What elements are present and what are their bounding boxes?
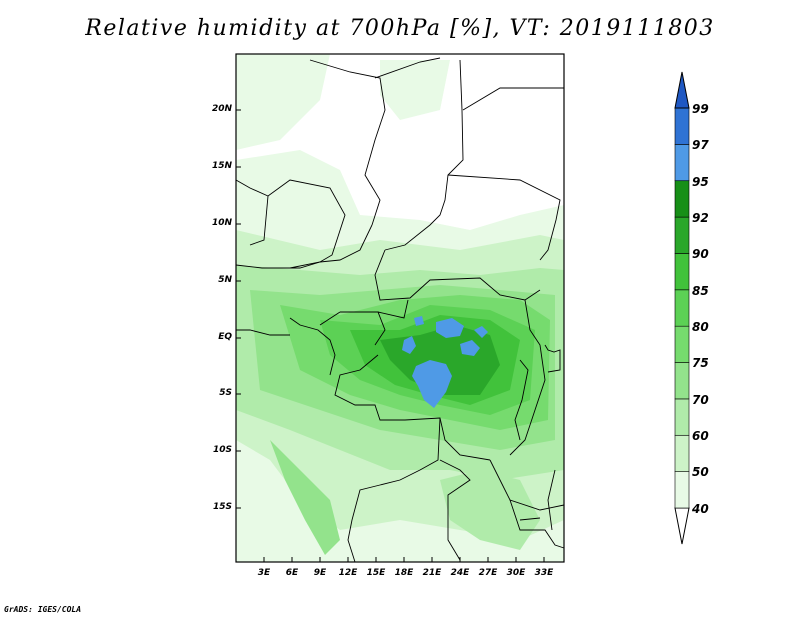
country-boundaries	[235, 57, 565, 563]
lat-label: 5S	[219, 388, 232, 398]
colorbar-segment	[674, 507, 690, 545]
map-frame	[235, 53, 565, 563]
colorbar-label: 95	[692, 175, 709, 189]
lat-label: 10N	[211, 218, 232, 228]
colorbar-label: 50	[692, 465, 709, 479]
lon-label: 9E	[313, 568, 327, 578]
colorbar-segment	[674, 398, 690, 436]
lat-label: EQ	[218, 332, 232, 342]
colorbar-label: 75	[692, 356, 709, 370]
lat-label: 20N	[211, 104, 232, 114]
colorbar-segment	[674, 107, 690, 145]
colorbar-label: 97	[692, 138, 709, 152]
colorbar-segment	[674, 362, 690, 400]
colorbar-segment	[674, 144, 690, 182]
footer-credit: GrADS: IGES/COLA	[4, 605, 82, 614]
humidity-field	[236, 54, 564, 562]
map-title: Relative humidity at 700hPa [%], VT: 201…	[85, 16, 715, 41]
lon-label: 15E	[366, 568, 386, 578]
colorbar-segment	[674, 289, 690, 327]
colorbar-label: 85	[692, 284, 709, 298]
colorbar-segment	[674, 180, 690, 218]
lon-label: 18E	[394, 568, 414, 578]
lat-label: 5N	[218, 275, 232, 285]
lon-label: 12E	[338, 568, 358, 578]
colorbar-label: 60	[692, 429, 709, 443]
colorbar-segment	[674, 216, 690, 254]
lon-label: 24E	[450, 568, 470, 578]
lon-label: 27E	[478, 568, 498, 578]
colorbar-label: 90	[692, 247, 709, 261]
colorbar-label: 70	[692, 393, 709, 407]
colorbar-label: 40	[692, 502, 709, 516]
lon-label: 21E	[422, 568, 442, 578]
colorbar-label: 99	[692, 102, 709, 116]
lat-label: 15N	[211, 161, 232, 171]
axis-ticks	[236, 109, 545, 562]
lon-label: 6E	[285, 568, 299, 578]
colorbar	[674, 71, 690, 545]
colorbar-segment	[674, 71, 690, 109]
lon-label: 33E	[534, 568, 554, 578]
colorbar-segment	[674, 471, 690, 509]
colorbar-label: 92	[692, 211, 709, 225]
lon-label: 30E	[506, 568, 526, 578]
lat-label: 10S	[212, 445, 232, 455]
colorbar-segment	[674, 253, 690, 291]
colorbar-label: 80	[692, 320, 709, 334]
lat-label: 15S	[212, 502, 232, 512]
lon-label: 3E	[257, 568, 271, 578]
colorbar-segment	[674, 325, 690, 363]
colorbar-segment	[674, 434, 690, 472]
